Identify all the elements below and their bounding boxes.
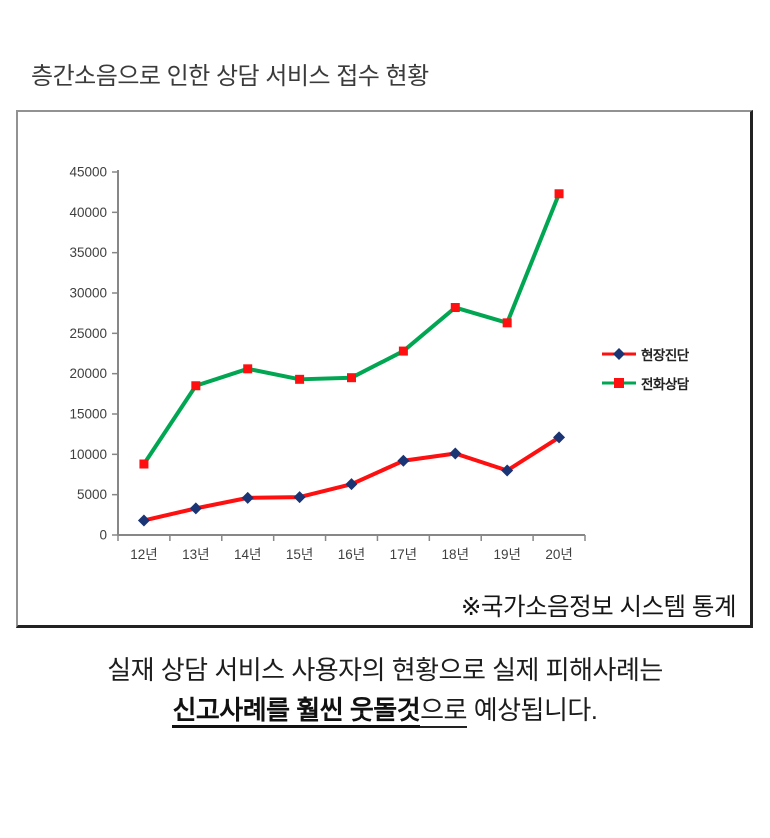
y-tick-label: 25000 bbox=[69, 326, 107, 341]
data-point-square bbox=[295, 374, 305, 384]
legend-marker-square-icon bbox=[601, 376, 637, 390]
data-point-square bbox=[243, 364, 253, 374]
legend-item-onsite-diagnosis: 현장진단 bbox=[601, 344, 689, 364]
x-tick-label: 19년 bbox=[493, 547, 520, 562]
y-tick-label: 30000 bbox=[69, 286, 107, 301]
x-tick-label: 14년 bbox=[234, 547, 261, 562]
data-point-diamond bbox=[189, 502, 202, 515]
x-tick-label: 17년 bbox=[390, 547, 417, 562]
legend-item-phone-counseling: 전화상담 bbox=[601, 373, 689, 393]
data-point-square bbox=[398, 346, 408, 356]
legend-label-phone-counseling: 전화상담 bbox=[641, 377, 689, 392]
x-tick-label: 13년 bbox=[182, 547, 209, 562]
legend-marker-diamond-icon bbox=[601, 347, 637, 361]
data-point-square bbox=[191, 381, 201, 391]
y-tick-label: 20000 bbox=[69, 366, 107, 381]
y-tick-label: 15000 bbox=[69, 407, 107, 422]
data-point-diamond bbox=[137, 514, 150, 527]
caption-emphasis-bold-underline: 신고사례를 훨씬 웃돌것 bbox=[172, 695, 421, 728]
data-point-diamond bbox=[449, 447, 462, 460]
x-tick-label: 20년 bbox=[545, 547, 572, 562]
data-point-diamond bbox=[241, 491, 254, 504]
chart-plot-area: 0 5000 10000 15000 20000 25000 30000 35000 40000… bbox=[18, 112, 750, 625]
y-tick-label: 0 bbox=[99, 528, 107, 543]
legend-label-onsite-diagnosis: 현장진단 bbox=[641, 348, 689, 363]
y-tick-label: 10000 bbox=[69, 447, 107, 462]
caption-line-2: 신고사례를 훨씬 웃돌것으로 예상됩니다. bbox=[0, 690, 770, 730]
chart-panel: 0 5000 10000 15000 20000 25000 30000 35000 40000… bbox=[16, 110, 753, 628]
data-point-square bbox=[139, 459, 149, 469]
y-tick-label: 40000 bbox=[69, 205, 107, 220]
series-line-1 bbox=[141, 191, 562, 467]
data-point-diamond bbox=[345, 478, 358, 491]
x-tick-label: 12년 bbox=[130, 547, 157, 562]
y-tick-label: 45000 bbox=[69, 165, 107, 180]
source-note: ※국가소음정보 시스템 통계 bbox=[460, 594, 737, 621]
y-tick-label: 35000 bbox=[69, 245, 107, 260]
data-point-diamond bbox=[397, 454, 410, 467]
data-point-diamond bbox=[553, 431, 566, 444]
x-tick-label: 15년 bbox=[286, 547, 313, 562]
caption-underline-suffix: 으로 bbox=[420, 695, 467, 728]
data-point-square bbox=[554, 189, 564, 199]
data-point-diamond bbox=[293, 491, 306, 504]
data-point-square bbox=[347, 373, 356, 383]
data-point-square bbox=[502, 318, 512, 328]
chart-legend: 현장진단 전화상담 bbox=[601, 344, 689, 402]
caption-line-1: 실재 상담 서비스 사용자의 현황으로 실제 피해사례는 bbox=[107, 655, 663, 685]
page-title: 층간소음으로 인한 상담 서비스 접수 현황 bbox=[31, 63, 429, 90]
data-point-diamond bbox=[501, 464, 514, 477]
caption-rest: 예상됩니다. bbox=[466, 695, 598, 725]
caption: 실재 상담 서비스 사용자의 현황으로 실제 피해사례는 신고사례를 훨씬 웃돌… bbox=[0, 650, 770, 730]
x-tick-label: 18년 bbox=[442, 547, 469, 562]
data-point-square bbox=[450, 303, 460, 313]
y-tick-label: 5000 bbox=[77, 487, 107, 502]
x-tick-label: 16년 bbox=[338, 547, 365, 562]
line-chart: 0 5000 10000 15000 20000 25000 30000 35000 40000… bbox=[69, 165, 586, 562]
